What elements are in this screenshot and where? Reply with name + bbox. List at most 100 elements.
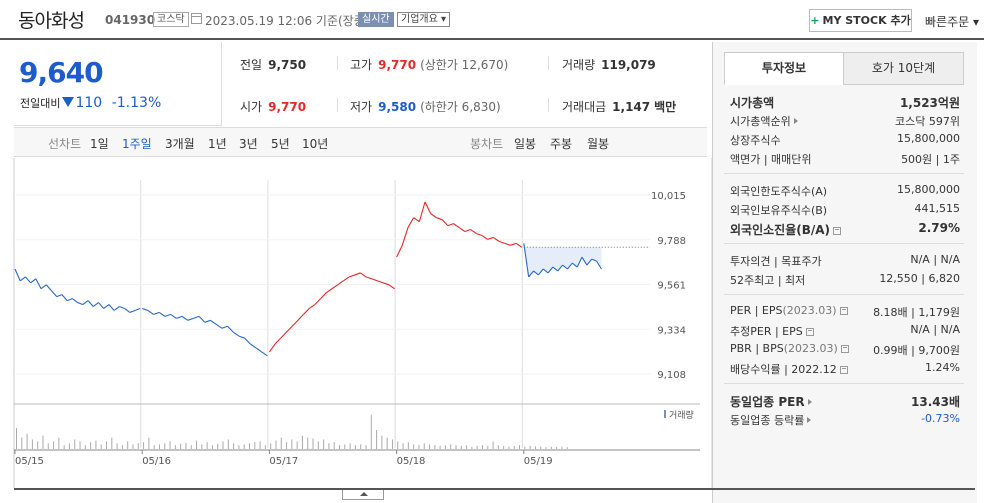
price-line-segment xyxy=(571,262,578,268)
price-line-segment xyxy=(25,276,32,284)
y-tick-label: 9,788 xyxy=(657,236,686,247)
corp-info-dropdown[interactable]: 기업개요 ▾ xyxy=(397,12,450,27)
price-line-segment xyxy=(537,268,544,276)
volume-bar xyxy=(307,437,309,449)
volume-bar xyxy=(137,443,139,449)
price-line-segment xyxy=(261,351,268,357)
price-line-segment xyxy=(193,315,200,319)
volume-bar xyxy=(386,437,388,449)
candle-weekly[interactable]: 주봉 xyxy=(550,137,573,151)
price-line-segment xyxy=(314,298,322,305)
volume-bar xyxy=(132,444,134,449)
price-line-segment xyxy=(198,315,206,323)
help-icon[interactable] xyxy=(833,227,842,235)
volume-bar xyxy=(63,445,65,449)
chart-period-bar: 선차트 1일 1주일 3개월 1년 3년 5년 10년 봉차트 일봉 주봉 월봉 xyxy=(14,127,707,157)
candle-monthly[interactable]: 월봉 xyxy=(587,137,610,151)
divider xyxy=(337,56,338,70)
period-3y[interactable]: 3년 xyxy=(239,137,258,151)
volume-bar xyxy=(291,439,293,449)
volume-bar xyxy=(391,439,393,449)
volume-bar xyxy=(344,444,346,449)
volume-bar xyxy=(37,441,39,449)
info-row: 투자의견 | 목표주가 N/A | N/A xyxy=(730,253,960,268)
price-line-segment xyxy=(124,308,131,313)
tab-order-book[interactable]: 호가 10단계 xyxy=(843,52,964,85)
price-line-segment xyxy=(280,331,287,339)
volume-bar xyxy=(481,445,483,449)
price-line-segment xyxy=(542,268,549,274)
help-icon[interactable] xyxy=(840,345,849,353)
price-line-segment xyxy=(388,284,395,290)
price-line-segment xyxy=(586,258,593,266)
price-line-segment xyxy=(476,232,483,236)
price-line-segment xyxy=(354,272,361,276)
period-1y[interactable]: 1년 xyxy=(208,137,227,151)
volume-bar xyxy=(42,435,44,449)
period-1w[interactable]: 1주일 xyxy=(122,137,152,151)
price-line-segment xyxy=(576,256,583,268)
period-1d[interactable]: 1일 xyxy=(90,137,109,151)
current-price-box: 9,640 전일대비 110 -1.13% xyxy=(14,42,222,126)
price-line-segment xyxy=(436,217,443,221)
realtime-button[interactable]: 실시간 xyxy=(358,12,394,27)
price-line-segment xyxy=(147,310,154,315)
price-line-segment xyxy=(221,325,228,329)
period-5y[interactable]: 5년 xyxy=(271,137,290,151)
add-mystock-label: MY STOCK 추가 xyxy=(822,14,911,27)
volume-bar xyxy=(158,444,160,449)
price-line-segment xyxy=(56,294,63,298)
price-line-segment xyxy=(365,276,373,280)
price-line-segment xyxy=(557,264,564,272)
price-line-segment xyxy=(453,223,460,229)
candle-daily[interactable]: 일봉 xyxy=(514,137,537,151)
price-line-segment xyxy=(320,292,327,299)
arrow-right-icon xyxy=(793,118,798,124)
section-foreign: 외국인한도주식수(A) 15,800,000 외국인보유주식수(B) 441,515… xyxy=(724,174,964,244)
price-line-segment xyxy=(481,235,488,240)
price-line-segment xyxy=(343,276,350,282)
help-icon[interactable] xyxy=(839,366,848,374)
divider xyxy=(548,56,549,70)
volume-bar xyxy=(466,445,468,449)
price-line-segment xyxy=(108,304,115,311)
price-line-segment xyxy=(510,242,517,246)
quote-prev-close: 전일 9,750 xyxy=(240,58,307,72)
volume-bar xyxy=(280,437,282,449)
volume-bar xyxy=(106,441,108,449)
price-line-segment xyxy=(215,323,223,329)
volume-legend-label: 거래량 xyxy=(669,409,694,421)
help-icon[interactable] xyxy=(839,307,848,315)
price-chart[interactable]: 10,015 9,788 9,561 9,334 9,108 거래량 05/15 05/16 0… xyxy=(0,158,712,488)
price-line-segment xyxy=(98,302,105,309)
price-line-segment xyxy=(286,325,293,333)
industry-rate-link[interactable]: 동일업종 등락률 xyxy=(730,412,812,428)
volume-bar xyxy=(545,447,547,449)
price-line-segment xyxy=(441,219,449,226)
price-line-segment xyxy=(45,284,52,292)
industry-per-link[interactable]: 동일업종 PER xyxy=(730,393,812,410)
quote-high: 고가 9,770 (상한가 12,670) xyxy=(350,58,509,72)
volume-bar xyxy=(354,445,356,449)
period-3m[interactable]: 3개월 xyxy=(165,137,195,151)
volume-bar xyxy=(492,441,494,449)
volume-bar xyxy=(90,442,92,449)
add-mystock-button[interactable]: + MY STOCK 추가 xyxy=(809,9,912,32)
volume-bar xyxy=(301,435,303,449)
mcap-rank-link[interactable]: 시가총액순위 xyxy=(730,113,798,129)
volume-bar xyxy=(365,445,367,449)
volume-bar xyxy=(79,441,81,449)
price-line-segment xyxy=(413,217,420,223)
volume-bar xyxy=(243,444,245,449)
change-rate: -1.13% xyxy=(111,95,162,111)
period-10y[interactable]: 10년 xyxy=(302,137,329,151)
price-line-segment xyxy=(210,319,217,325)
tab-investment-info[interactable]: 투자정보 xyxy=(724,52,844,85)
volume-bar xyxy=(148,437,150,449)
price-line-segment xyxy=(92,302,99,307)
collapse-toggle-button[interactable] xyxy=(342,490,384,500)
quick-order-dropdown[interactable]: 빠른주문 ▾ xyxy=(925,15,979,29)
volume-bar xyxy=(423,443,425,449)
help-icon[interactable] xyxy=(805,328,814,336)
volume-bar xyxy=(407,442,409,449)
